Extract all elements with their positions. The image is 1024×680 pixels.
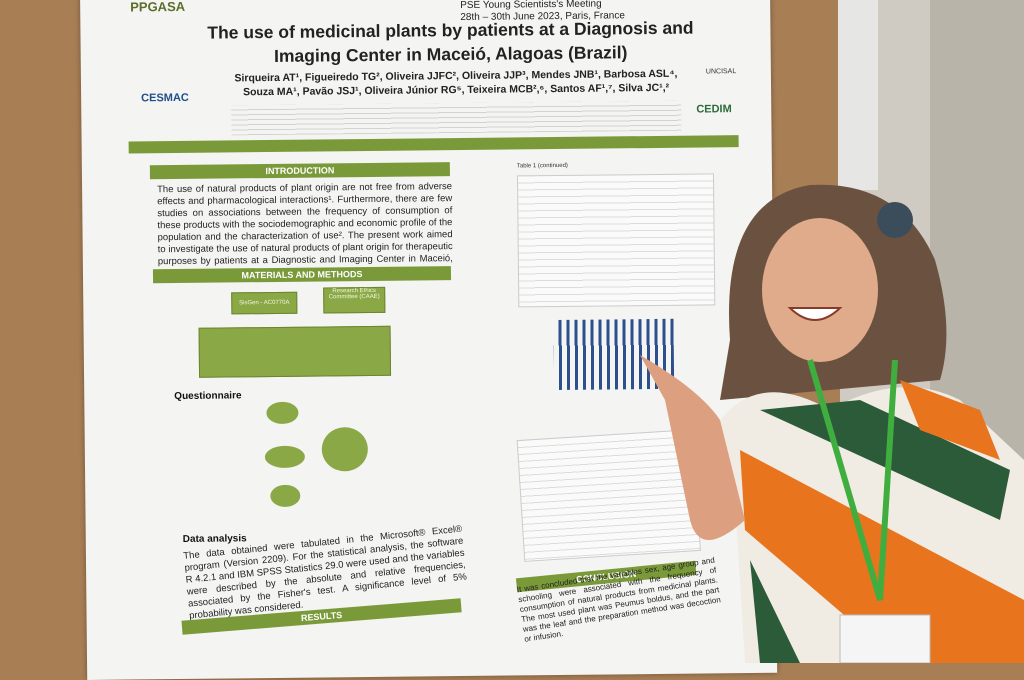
lanyard (807, 359, 898, 601)
arm (640, 355, 745, 540)
face (762, 218, 878, 362)
badge (839, 614, 931, 663)
stripe (900, 380, 1000, 460)
scene: {"header":{"meeting":"PSE Young Scientis… (80, 0, 1024, 680)
person (640, 184, 1024, 663)
smile (787, 307, 843, 321)
stripe (760, 400, 1010, 520)
pole (838, 0, 878, 190)
stripe (750, 560, 800, 663)
background-object (877, 202, 913, 238)
